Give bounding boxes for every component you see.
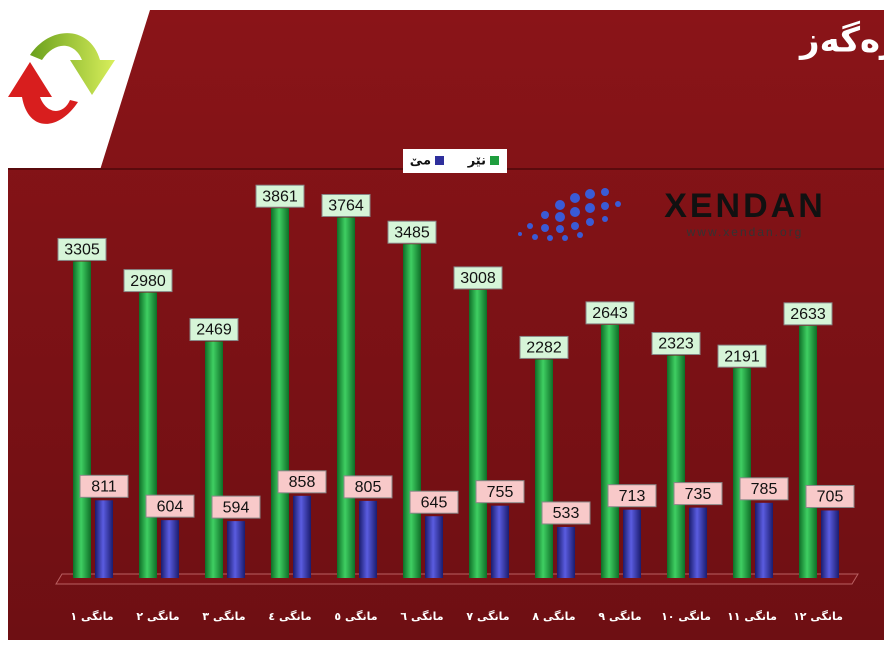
data-label-box xyxy=(805,484,855,508)
data-label: 3861 xyxy=(262,188,298,205)
arrow-icon xyxy=(8,62,78,124)
data-label: 705 xyxy=(817,489,844,506)
data-label: 735 xyxy=(685,486,712,503)
bar xyxy=(161,520,179,578)
bar xyxy=(799,325,817,578)
data-label-box xyxy=(211,495,261,519)
data-label: 3764 xyxy=(328,198,364,215)
data-label: 805 xyxy=(355,479,382,496)
data-label: 713 xyxy=(619,488,646,505)
x-tick-label: مانگی ٦ xyxy=(400,610,443,623)
data-label: 785 xyxy=(751,481,778,498)
data-label: 3305 xyxy=(64,242,100,259)
bar xyxy=(689,507,707,578)
data-label: 3485 xyxy=(394,224,430,241)
bar xyxy=(535,359,553,578)
data-label-box xyxy=(387,220,437,244)
data-label-box xyxy=(783,302,833,326)
data-label: 533 xyxy=(553,505,580,522)
data-label-box xyxy=(541,501,591,525)
data-label: 2643 xyxy=(592,305,628,322)
bar xyxy=(227,521,245,578)
x-tick-label: مانگی ٩ xyxy=(598,610,641,623)
data-label-box xyxy=(255,184,305,208)
logo-name: XENDAN xyxy=(664,187,826,225)
data-label-box xyxy=(651,332,701,356)
data-label: 645 xyxy=(421,494,448,511)
data-label: 811 xyxy=(91,479,117,496)
data-label-box xyxy=(79,474,129,498)
legend-label: مێ xyxy=(410,154,431,169)
legend xyxy=(403,149,507,173)
bar xyxy=(667,355,685,578)
bar xyxy=(557,526,575,578)
x-tick-label: مانگی ١٢ xyxy=(793,610,843,623)
x-tick-label: مانگی ٥ xyxy=(334,610,377,623)
x-tick-label: مانگی ١١ xyxy=(727,610,777,623)
bar xyxy=(73,261,91,578)
data-label-box xyxy=(145,494,195,518)
bar xyxy=(821,510,839,578)
x-tick-label: مانگی ٣ xyxy=(202,610,245,623)
bar xyxy=(337,217,355,579)
x-tick-label: مانگی ٧ xyxy=(466,610,509,623)
bar xyxy=(755,502,773,578)
data-label-box xyxy=(321,193,371,217)
data-label: 2633 xyxy=(790,306,826,323)
bar xyxy=(359,500,377,578)
data-label: 3008 xyxy=(460,270,496,287)
data-label-box xyxy=(409,490,459,514)
bar xyxy=(601,324,619,578)
data-label-box xyxy=(57,237,107,261)
data-label: 2282 xyxy=(526,340,562,357)
bar xyxy=(491,505,509,578)
data-label-box xyxy=(189,318,239,342)
x-tick-label: مانگی ٢ xyxy=(136,610,179,623)
x-tick-label: مانگی ٤ xyxy=(268,610,311,623)
data-label-box xyxy=(739,477,789,501)
data-label-box xyxy=(607,484,657,508)
bar xyxy=(403,244,421,578)
chart-title: ئاماری مۆڵەتی شۆفێری 2013 بە پێی ڕەگەز xyxy=(798,19,892,61)
legend-swatch xyxy=(435,156,444,165)
data-label: 2191 xyxy=(724,348,760,365)
data-label-box xyxy=(717,344,767,368)
data-label: 858 xyxy=(289,474,316,491)
x-tick-label: مانگی ١ xyxy=(70,610,113,623)
x-tick-label: مانگی ١٠ xyxy=(661,610,711,623)
data-label-box xyxy=(475,480,525,504)
data-label: 2980 xyxy=(130,273,166,290)
bar xyxy=(205,341,223,578)
legend-swatch xyxy=(490,156,499,165)
bar xyxy=(271,208,289,578)
data-label: 755 xyxy=(487,484,514,501)
data-label-box xyxy=(123,269,173,293)
data-label-box xyxy=(277,470,327,494)
bar xyxy=(139,292,157,578)
legend-label: نێر xyxy=(467,154,486,169)
data-label: 604 xyxy=(157,498,184,515)
bar xyxy=(425,516,443,578)
arrow-icon xyxy=(30,33,115,95)
logo-url: www.xendan.org xyxy=(686,225,804,239)
data-label: 2323 xyxy=(658,336,694,353)
data-label-box xyxy=(673,482,723,506)
bar xyxy=(733,368,751,578)
data-label: 594 xyxy=(223,499,250,516)
data-label: 2469 xyxy=(196,322,232,339)
bar xyxy=(95,500,113,578)
data-label-box xyxy=(585,301,635,325)
bar xyxy=(469,289,487,578)
floor xyxy=(55,573,859,585)
data-label-box xyxy=(343,475,393,499)
x-tick-label: مانگی ٨ xyxy=(532,610,575,623)
data-label-box xyxy=(453,266,503,290)
logo: XENDAN www.xendan.org xyxy=(518,187,826,241)
bar xyxy=(293,495,311,578)
bar xyxy=(623,509,641,578)
data-label-box xyxy=(519,335,569,359)
